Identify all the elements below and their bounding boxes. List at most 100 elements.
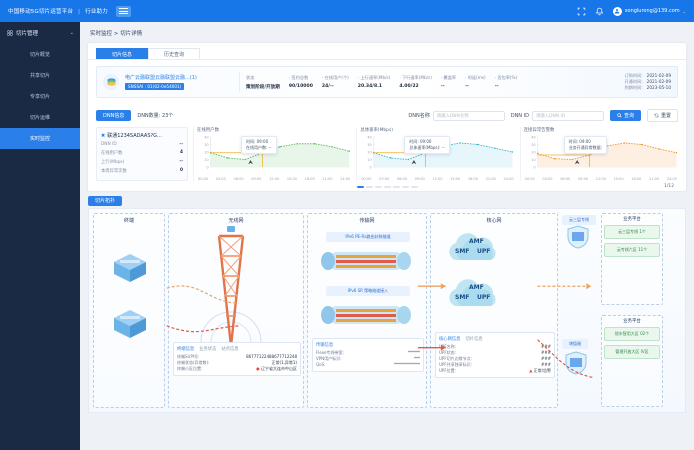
topology-column-transport: 传输网 IPv6 PE-Ra路由封装隧道 IPv6 SR 策略隧道接入 [307, 213, 427, 408]
fullscreen-icon[interactable] [577, 7, 586, 16]
metric-subscriptions: · 签约总数 90/10000 [289, 75, 313, 90]
panel-tabs: 切片信息 历史查询 [88, 43, 686, 60]
x-tick: 12:00 [269, 177, 280, 181]
pager-dot[interactable] [365, 186, 373, 188]
bell-icon[interactable] [595, 7, 604, 16]
metric-list: 状态 策划阶段/开放期 · 签约总数 90/10000 · 在线用户(个) 24… [246, 75, 618, 90]
tooltip-line: 在线用户数: -- [246, 145, 272, 150]
info-value: ****** [408, 350, 420, 355]
chart-plot[interactable]: 0 10 20 30 40 时间: 09:00 在线用户数: -- ⮝ [197, 134, 351, 176]
metric-value: -- [494, 83, 499, 89]
info-label: Flexe专线带宽: [316, 350, 344, 355]
sidebar-item-label: 专享切片 [29, 94, 50, 100]
core-cloud-1: AMF SMF UPF [441, 230, 505, 266]
sidebar-item-slice-overview[interactable]: 切片概览 [0, 44, 80, 65]
shield-icon [565, 351, 587, 375]
platform-chip[interactable]: 云专线六区 11个 [604, 243, 660, 257]
platform-group-1: 云三层专线 业务平台 云三层专线 1个 云专线六区 11个 [561, 213, 663, 307]
cloud-icon [449, 233, 496, 260]
hamburger-icon[interactable] [115, 5, 131, 17]
dnn-name-input[interactable]: 请输入DNN名称 [432, 110, 505, 121]
chevron-down-icon: ⌄ [69, 30, 74, 36]
x-tick: 15:00 [286, 177, 297, 181]
metric-value: 90/10000 [288, 83, 313, 89]
metric-label: 状态 [246, 74, 255, 80]
sidebar-item-label: 切片概览 [29, 52, 50, 58]
platform-box-1: 业务平台 云三层专线 1个 云专线六区 11个 [601, 213, 663, 305]
info-row: UPF位置: ▲ 正常/告警 [439, 368, 551, 374]
chart-tooltip: 时间: 09:00 在线用户数: -- [241, 136, 277, 154]
chart-svg: 0 10 20 30 40 [531, 136, 677, 170]
x-tick: 06:00 [233, 177, 244, 181]
info-tab[interactable]: 核心网信息 [439, 337, 461, 342]
slice-info-panel: 切片信息 历史查询 电广云融联盟云融联盟云融...(1) SNSSAI : 01… [88, 43, 686, 191]
dnn-name-field-group: DNN名称 请输入DNN名称 [408, 110, 505, 121]
platform-title: 业务平台 [623, 319, 641, 324]
brand-text: 中国移动5G切片运营平台 [8, 9, 74, 15]
dnn-id-input[interactable]: 请输入DNN ID [531, 110, 604, 121]
sidebar-item-shared-slice[interactable]: 共享切片 [0, 65, 80, 86]
tab-history-query[interactable]: 历史查询 [148, 48, 200, 59]
reset-icon [654, 113, 659, 118]
dnn-info-button[interactable]: DNN信息 [96, 110, 132, 121]
chart-plot[interactable]: 0 10 20 30 40 时间: 09:00 业务开通异常数据: ⮝ [524, 134, 678, 176]
metric-downlink-rate: · 下行速率(Mb/s) 4.00/22 [399, 75, 432, 90]
platform-chip[interactable]: 云三层专线 1个 [604, 225, 660, 239]
info-label: 终端小区位置: [177, 366, 203, 371]
metric-value: 24/-- [321, 83, 334, 89]
svg-text:20: 20 [368, 151, 372, 155]
dnn-count-label: DNN数量: 23个 [137, 113, 174, 119]
metric-packet-loss: · 丢包率(%) -- [495, 75, 517, 90]
platform-title: 业务平台 [623, 217, 641, 222]
chart-plot[interactable]: 0 10 20 30 40 时间: 09:00 总体速率(Mbps): -- ⮝ [360, 134, 514, 176]
x-tick: 24:00 [340, 177, 351, 181]
amf-label: AMF [469, 238, 484, 245]
metric-label: · 覆盖率 [440, 74, 457, 80]
shield-icon [567, 225, 589, 249]
pager-dot[interactable] [356, 186, 364, 188]
date-label: 开通时间: [624, 79, 643, 84]
info-row: 终端小区位置: ● 辽宁省大连市中山区 [177, 366, 297, 372]
sidebar-item-dedicated-slice[interactable]: 专享切片 [0, 86, 80, 107]
search-button[interactable]: 查询 [609, 110, 641, 121]
platform-chip[interactable]: 锐丰智用大区 02个 [604, 327, 660, 341]
tab-slice-info[interactable]: 切片信息 [96, 48, 148, 59]
page-indicator: 1/12 [664, 184, 674, 189]
sidebar-group-slice-management[interactable]: 切片管理 ⌄ [0, 22, 80, 44]
pager-dot[interactable] [374, 186, 382, 188]
slice-topology-button[interactable]: 切片拓扑 [88, 196, 123, 206]
metric-value: -- [440, 83, 445, 89]
brand-title: 中国移动5G切片运营平台 | 行业助力 [8, 7, 108, 15]
pager-dot[interactable] [383, 186, 391, 188]
terminal-illustration-icon [114, 254, 146, 338]
date-activate: 开通时间: 2021-02-09 [624, 79, 671, 85]
pager-dot[interactable] [392, 186, 400, 188]
brand-subtext: 行业助力 [85, 9, 108, 15]
pager-dot[interactable] [401, 186, 409, 188]
x-tick: 09:00 [251, 177, 262, 181]
info-tab[interactable]: 站点信息 [221, 347, 239, 352]
core-cloud-2: AMF SMF UPF [441, 276, 505, 312]
info-tab[interactable]: 终端信息 [177, 347, 195, 352]
close-icon[interactable]: ✖ [101, 132, 106, 139]
reset-button[interactable]: 重置 [646, 109, 678, 122]
info-label: 终端状态(异常数): [177, 360, 210, 365]
sidebar-item-slice-ops[interactable]: 切片运维 [0, 107, 80, 128]
slice-snssai-badge: SNSSAI : 01(02-0e54001) [125, 83, 185, 90]
user-menu[interactable]: songlurong@139.com ⌄ [612, 6, 686, 16]
info-tab[interactable]: 切片信息 [465, 337, 483, 342]
svg-text:30: 30 [531, 143, 535, 147]
date-list: 订购时间: 2021-02-09 开通时间: 2021-02-09 到期时间: … [624, 73, 671, 91]
cursor-pointer-icon: ⮝ [574, 159, 580, 166]
pager-dot[interactable] [410, 186, 418, 188]
svg-text:40: 40 [204, 136, 208, 140]
info-tab[interactable]: 传输信息 [316, 343, 334, 348]
platform-chip[interactable]: 管理开放大区 IV区 [604, 345, 660, 359]
sidebar-item-realtime-monitor[interactable]: 实时监控 [0, 128, 80, 149]
info-value[interactable]: 辽宁省大连市中山区 [261, 366, 297, 371]
smf-label: SMF [455, 294, 470, 301]
smf-label: SMF [455, 248, 470, 255]
x-tick: 03:00 [542, 177, 553, 181]
info-tab[interactable]: 业务状态 [199, 347, 217, 352]
metric-label: · 下行速率(Mb/s) [399, 74, 432, 80]
